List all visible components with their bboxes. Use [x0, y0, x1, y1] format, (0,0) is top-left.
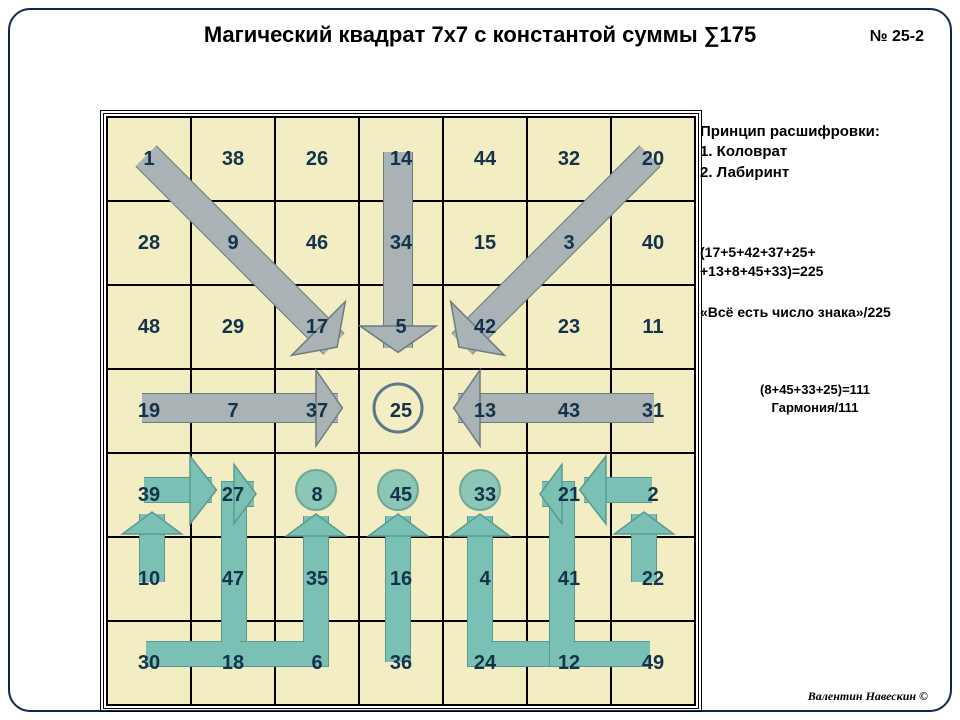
cell-5-1: 47 [191, 537, 275, 621]
cell-5-6: 22 [611, 537, 695, 621]
cell-4-5: 21 [527, 453, 611, 537]
cell-0-3: 14 [359, 117, 443, 201]
cell-2-3: 5 [359, 285, 443, 369]
magic-grid: 1382614443220289463415340482917542231119… [106, 116, 696, 706]
calc2-line2: Гармония/111 [700, 399, 930, 417]
cell-4-3: 45 [359, 453, 443, 537]
cell-0-1: 38 [191, 117, 275, 201]
cell-5-4: 4 [443, 537, 527, 621]
cell-6-5: 12 [527, 621, 611, 705]
cell-3-6: 31 [611, 369, 695, 453]
cell-4-1: 27 [191, 453, 275, 537]
calc1-quote: «Всё есть число знака»/225 [700, 303, 930, 322]
cell-1-1: 9 [191, 201, 275, 285]
cell-5-5: 41 [527, 537, 611, 621]
cell-0-6: 20 [611, 117, 695, 201]
cell-0-4: 44 [443, 117, 527, 201]
author-credit: Валентин Навескин © [808, 689, 928, 704]
cell-5-3: 16 [359, 537, 443, 621]
cell-5-0: 10 [107, 537, 191, 621]
page-title: Магический квадрат 7x7 с константой сумм… [0, 22, 960, 48]
cell-3-1: 7 [191, 369, 275, 453]
cell-1-0: 28 [107, 201, 191, 285]
cell-6-6: 49 [611, 621, 695, 705]
side-notes: Принцип расшифровки: 1. Коловрат 2. Лаби… [700, 122, 930, 477]
cell-4-4: 33 [443, 453, 527, 537]
cell-2-1: 29 [191, 285, 275, 369]
principle-item-1: 1. Коловрат [700, 142, 930, 162]
cell-6-4: 24 [443, 621, 527, 705]
cell-2-4: 42 [443, 285, 527, 369]
cell-2-6: 11 [611, 285, 695, 369]
page-number: № 25-2 [870, 28, 924, 46]
calc2-line1: (8+45+33+25)=111 [700, 381, 930, 399]
cell-1-3: 34 [359, 201, 443, 285]
cell-4-6: 2 [611, 453, 695, 537]
cell-4-2: 8 [275, 453, 359, 537]
cell-4-0: 39 [107, 453, 191, 537]
cell-0-2: 26 [275, 117, 359, 201]
cell-3-3: 25 [359, 369, 443, 453]
cell-0-0: 1 [107, 117, 191, 201]
cell-5-2: 35 [275, 537, 359, 621]
cell-0-5: 32 [527, 117, 611, 201]
cell-3-5: 43 [527, 369, 611, 453]
cell-2-2: 17 [275, 285, 359, 369]
cell-1-4: 15 [443, 201, 527, 285]
cell-6-3: 36 [359, 621, 443, 705]
cell-3-0: 19 [107, 369, 191, 453]
cell-3-2: 37 [275, 369, 359, 453]
cell-2-5: 23 [527, 285, 611, 369]
cell-1-2: 46 [275, 201, 359, 285]
magic-square: 1382614443220289463415340482917542231119… [100, 110, 702, 712]
cell-1-5: 3 [527, 201, 611, 285]
cell-6-2: 6 [275, 621, 359, 705]
cell-2-0: 48 [107, 285, 191, 369]
principle-item-2: 2. Лабиринт [700, 163, 930, 183]
cell-6-0: 30 [107, 621, 191, 705]
cell-3-4: 13 [443, 369, 527, 453]
cell-1-6: 40 [611, 201, 695, 285]
cell-6-1: 18 [191, 621, 275, 705]
calc1-line2: +13+8+45+33)=225 [700, 262, 930, 281]
principle-heading: Принцип расшифровки: [700, 122, 930, 142]
calc1-line1: (17+5+42+37+25+ [700, 243, 930, 262]
